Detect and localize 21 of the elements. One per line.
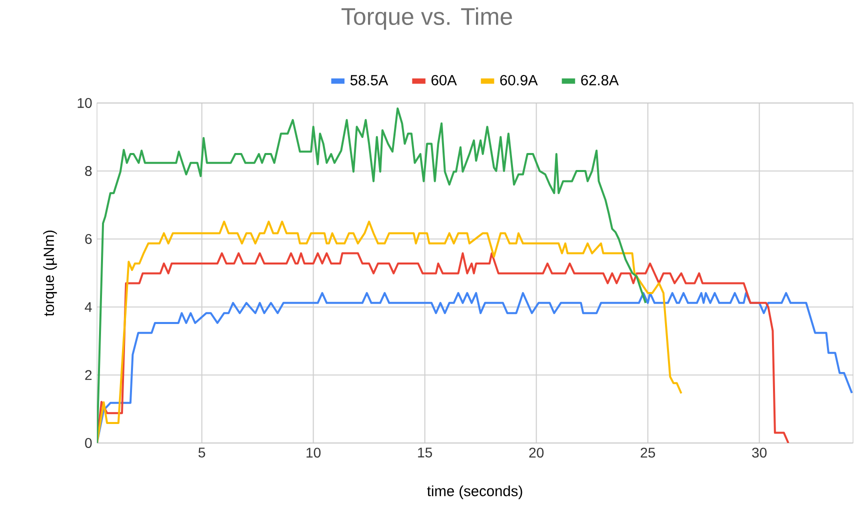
line-series (97, 220, 682, 443)
x-axis-title: time (seconds) (427, 485, 522, 500)
legend-label: 62.8A (581, 74, 619, 86)
x-tick-label: 20 (529, 448, 544, 458)
y-tick-label: 10 (78, 98, 92, 108)
x-tick-label: 10 (306, 448, 321, 458)
line-series (97, 107, 647, 443)
y-tick-label: 2 (85, 370, 92, 380)
legend-label: 60A (432, 74, 457, 86)
x-tick-label: 15 (418, 448, 432, 458)
x-tick-label: 30 (752, 448, 767, 458)
y-tick-label: 8 (85, 166, 92, 176)
x-tick-label: 5 (198, 448, 206, 458)
y-tick-label: 0 (85, 438, 92, 448)
legend-label: 58.5A (350, 74, 388, 86)
x-tick-label: 25 (640, 448, 656, 458)
y-tick-label: 6 (85, 234, 92, 244)
chart-title: Torque vs. Time (342, 7, 512, 30)
y-axis-title: torque (µNm) (43, 230, 57, 316)
y-tick-label: 4 (84, 302, 92, 312)
legend-label: 60.9A (500, 74, 538, 86)
